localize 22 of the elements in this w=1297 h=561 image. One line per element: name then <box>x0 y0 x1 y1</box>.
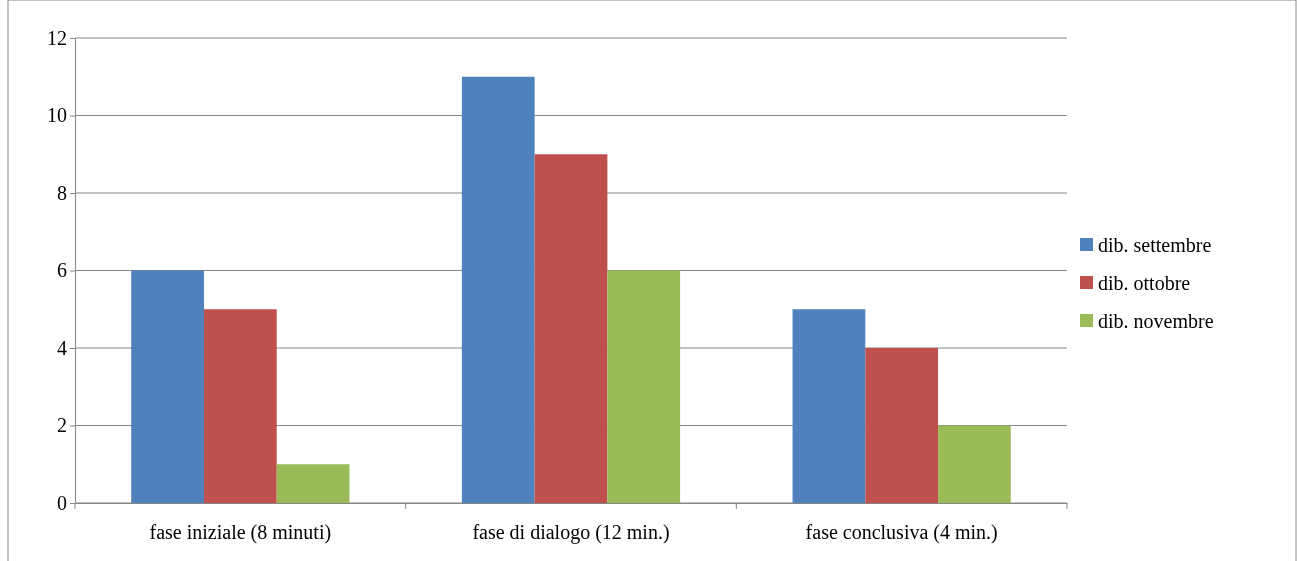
y-tick-label: 12 <box>47 26 67 49</box>
bar <box>938 425 1011 503</box>
legend-label: dib. ottobre <box>1098 272 1191 294</box>
legend-label: dib. settembre <box>1098 234 1212 256</box>
bar <box>276 464 350 503</box>
y-tick-label: 10 <box>47 104 67 127</box>
bar <box>534 154 608 503</box>
bar <box>865 348 939 503</box>
y-tick-label: 0 <box>57 491 67 514</box>
y-tick-label: 4 <box>57 336 67 359</box>
bar <box>607 270 681 503</box>
y-tick-label: 6 <box>57 259 67 282</box>
bar <box>131 270 204 503</box>
y-tick-label: 8 <box>57 181 67 204</box>
x-tick-label: fase di dialogo (12 min.) <box>472 521 670 545</box>
y-tick-label: 2 <box>57 414 67 437</box>
bar <box>792 309 866 503</box>
x-tick-label: fase iniziale (8 minuti) <box>149 521 332 545</box>
legend-label: dib. novembre <box>1098 310 1214 332</box>
bar <box>461 76 535 503</box>
bar <box>203 309 277 503</box>
x-tick-label: fase conclusiva (4 min.) <box>805 521 998 545</box>
